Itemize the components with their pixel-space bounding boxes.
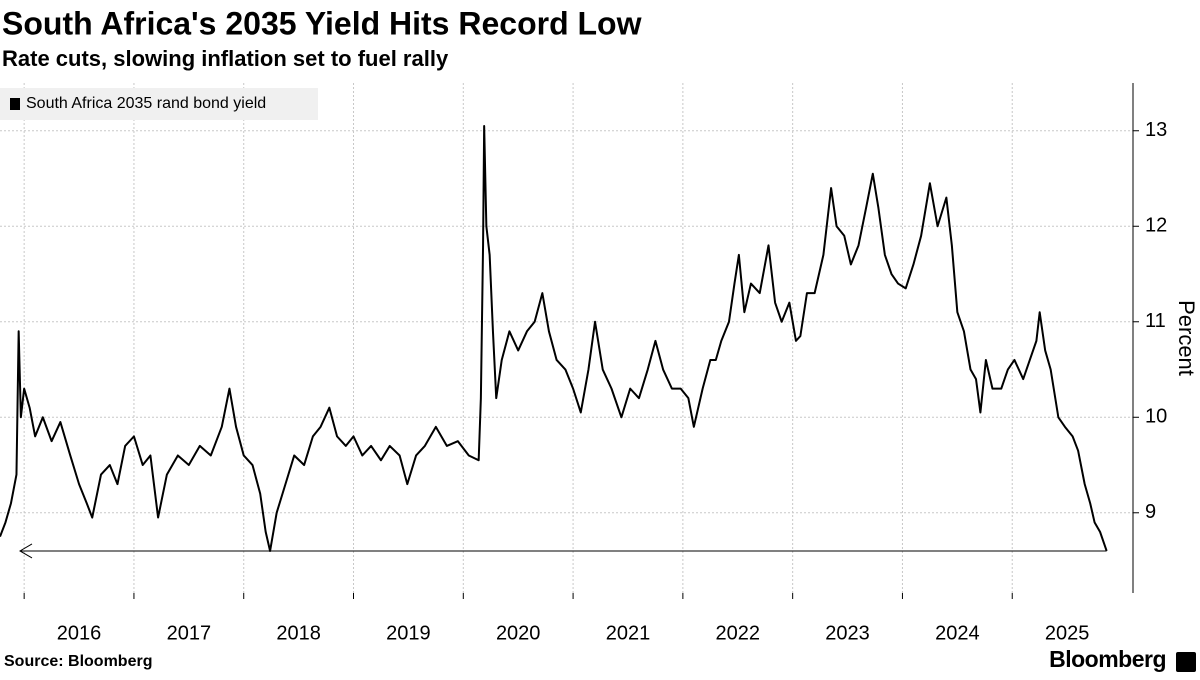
x-tick-label: 2022: [716, 622, 761, 644]
y-axis-label: Percent: [1174, 300, 1199, 376]
x-tick-label: 2023: [825, 622, 870, 644]
x-tick-label: 2019: [386, 622, 431, 644]
chart-subtitle: Rate cuts, slowing inflation set to fuel…: [2, 46, 449, 71]
x-tick-label: 2020: [496, 622, 541, 644]
x-tick-label: 2016: [57, 622, 102, 644]
line-series: [0, 124, 1108, 552]
y-tick-label: 11: [1145, 310, 1166, 332]
x-tick-label: 2024: [935, 622, 980, 644]
source: Source: Bloomberg: [4, 653, 152, 670]
y-tick-label: 10: [1145, 406, 1167, 428]
legend-swatch: [10, 98, 20, 110]
reference-arrow: [19, 543, 33, 559]
y-tick-label: 12: [1145, 215, 1167, 237]
y-tick-label: 13: [1145, 119, 1167, 141]
legend-box: [0, 88, 318, 120]
chart-title: South Africa's 2035 Yield Hits Record Lo…: [2, 5, 642, 41]
y-tick-label: 9: [1145, 501, 1156, 523]
x-tick-label: 2025: [1045, 622, 1090, 644]
brand: Bloomberg: [1049, 646, 1166, 672]
x-tick-label: 2021: [606, 622, 651, 644]
brand-icon: [1176, 652, 1196, 672]
legend: South Africa 2035 rand bond yield: [0, 88, 318, 120]
x-tick-label: 2017: [167, 622, 212, 644]
x-tick-label: 2018: [276, 622, 321, 644]
legend-label: South Africa 2035 rand bond yield: [26, 95, 266, 112]
